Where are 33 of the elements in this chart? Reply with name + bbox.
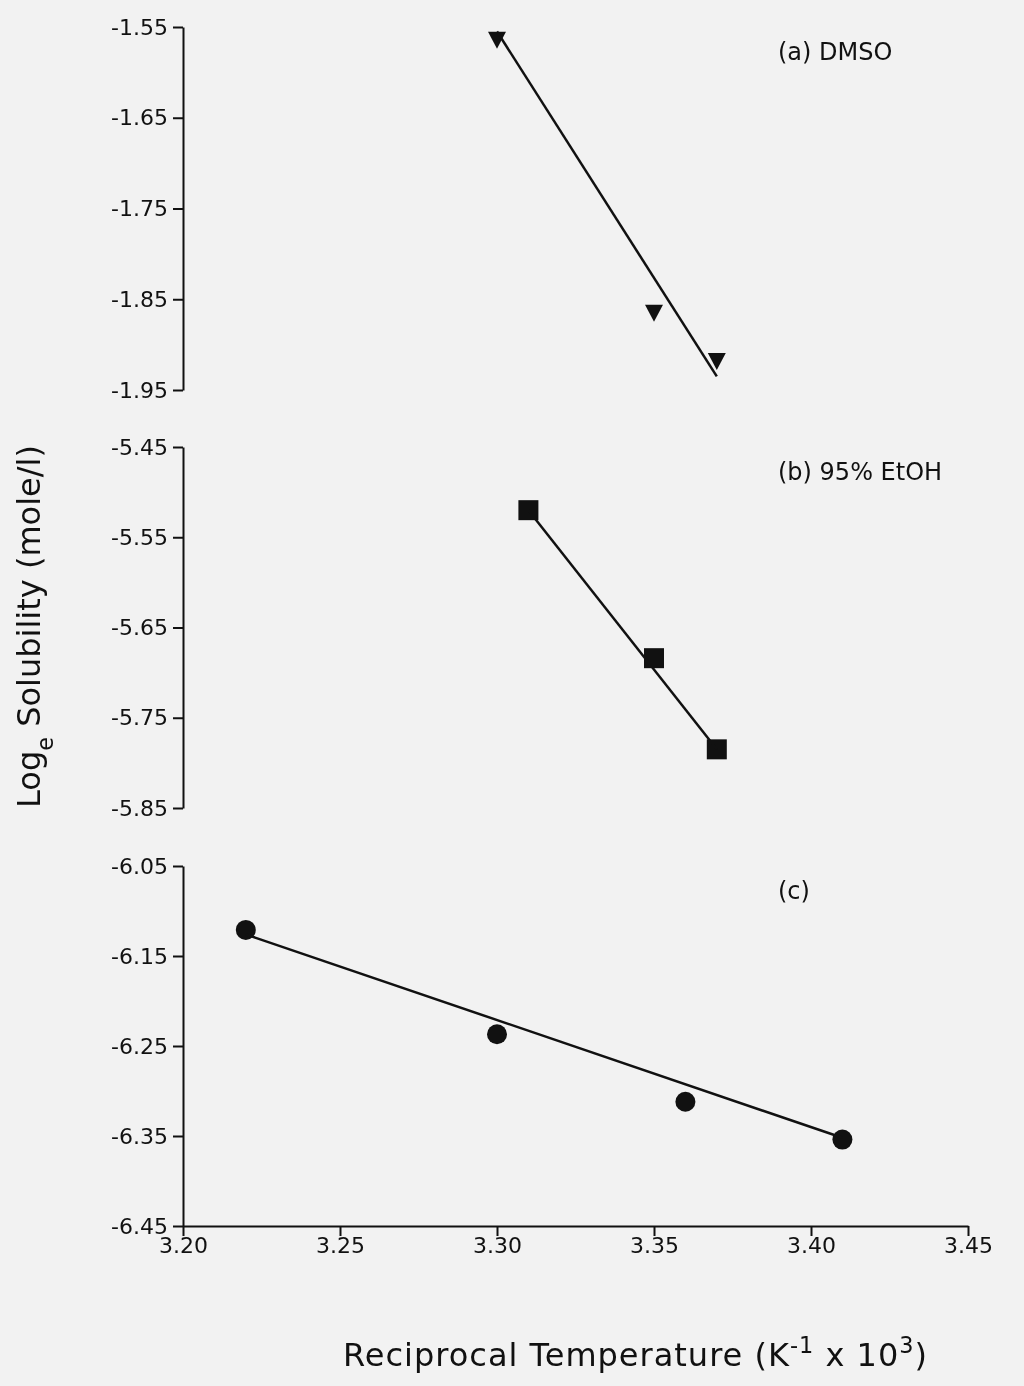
x-axis-title: Reciprocal Temperature (K$^{-1}$ x 10$^{3}$) xyxy=(343,1332,928,1374)
x-tick-label: 3.45 xyxy=(944,1233,993,1258)
y-tick-label: -6.05 xyxy=(111,853,168,879)
y-tick-label: -5.75 xyxy=(111,705,168,731)
x-tick-label: 3.35 xyxy=(630,1233,679,1258)
point xyxy=(235,919,256,940)
y-tick-label: -5.85 xyxy=(111,795,168,821)
x-tick-label: 3.25 xyxy=(316,1233,365,1258)
y-tick-label: -6.35 xyxy=(111,1123,168,1149)
annotation: (c) xyxy=(778,877,810,905)
y-tick-label: -1.95 xyxy=(111,377,168,403)
x-tick-label: 3.20 xyxy=(159,1233,208,1258)
point xyxy=(518,500,539,521)
y-tick-label: -1.75 xyxy=(111,196,168,222)
annotation: (b) 95% EtOH xyxy=(778,458,943,486)
y-tick-label: -5.65 xyxy=(111,615,168,641)
point xyxy=(706,739,727,760)
x-tick-label: 3.40 xyxy=(787,1233,836,1258)
annotation: (a) DMSO xyxy=(778,38,893,66)
x-tick-label: 3.30 xyxy=(473,1233,522,1258)
y-tick-label: -5.45 xyxy=(111,434,168,460)
point xyxy=(675,1091,696,1112)
point xyxy=(644,648,664,669)
y-tick-label: -1.85 xyxy=(111,286,168,312)
y-tick-label: -6.15 xyxy=(111,943,168,969)
y-tick-label: -1.55 xyxy=(111,14,168,40)
point xyxy=(487,1024,507,1045)
point xyxy=(645,304,663,322)
point xyxy=(707,352,726,370)
point xyxy=(832,1129,853,1150)
y-tick-label: -5.55 xyxy=(111,524,168,550)
y-tick-label: -6.25 xyxy=(111,1033,168,1059)
y-tick-label: -1.65 xyxy=(111,105,168,131)
